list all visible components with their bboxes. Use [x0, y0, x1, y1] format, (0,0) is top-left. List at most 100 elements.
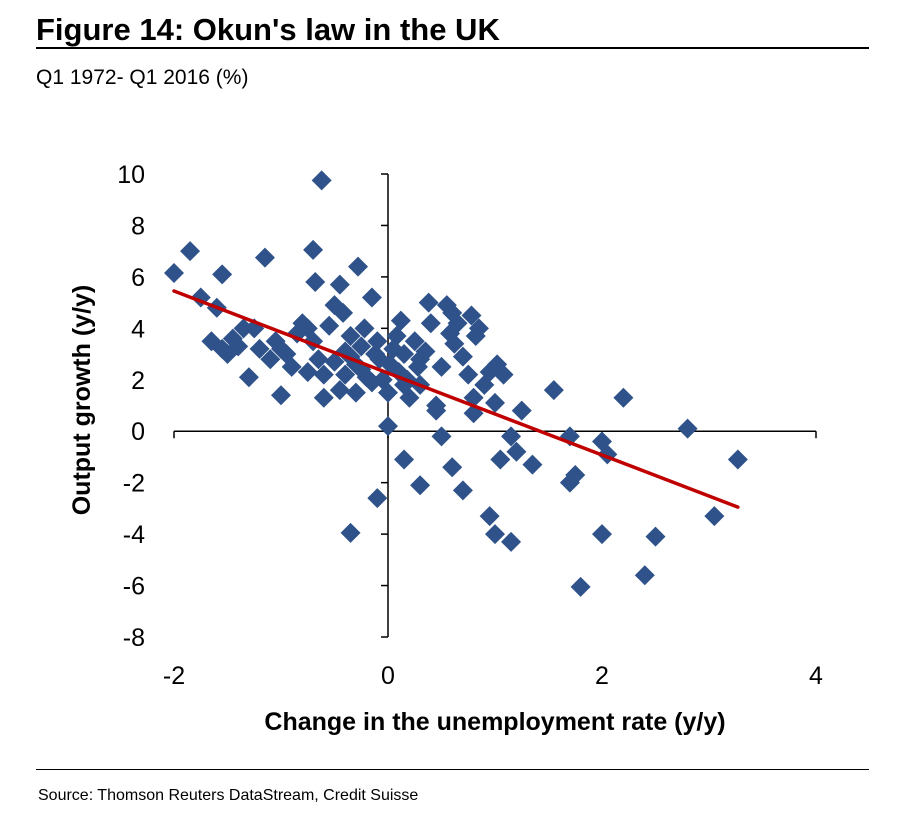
- data-point: [404, 331, 425, 352]
- data-point: [485, 524, 505, 545]
- data-point: [345, 382, 366, 403]
- data-point: [490, 449, 511, 470]
- trendline: [172, 289, 740, 509]
- data-point: [369, 349, 390, 370]
- data-point: [308, 349, 329, 370]
- data-point: [351, 336, 372, 357]
- data-point: [313, 387, 334, 408]
- y-tick-label: 8: [131, 212, 145, 240]
- y-tick-label: 6: [131, 264, 145, 292]
- y-axis-label: Output growth (y/y): [68, 285, 96, 516]
- y-tick-label: 4: [131, 315, 145, 343]
- data-point: [461, 305, 482, 326]
- data-point: [378, 416, 398, 437]
- data-point: [390, 310, 411, 331]
- data-point: [506, 441, 527, 462]
- data-point: [543, 380, 564, 401]
- data-point: [303, 239, 324, 260]
- data-point: [361, 372, 382, 393]
- data-point: [348, 256, 369, 277]
- data-point: [367, 488, 388, 509]
- data-point: [249, 338, 270, 359]
- data-point: [297, 362, 318, 383]
- data-point: [340, 326, 361, 347]
- source-note: Source: Thomson Reuters DataStream, Cred…: [38, 787, 419, 804]
- data-point: [386, 326, 407, 347]
- data-point: [410, 475, 431, 496]
- data-point: [493, 364, 514, 385]
- data-point: [410, 349, 431, 370]
- data-point: [522, 454, 543, 475]
- data-point: [233, 318, 254, 339]
- data-point: [634, 565, 655, 586]
- data-point: [431, 356, 452, 377]
- data-point: [420, 313, 441, 334]
- y-tick-label: 0: [131, 418, 145, 446]
- y-tick-label: -6: [123, 573, 145, 601]
- data-point: [479, 506, 500, 527]
- x-axis-label: Change in the unemployment rate (y/y): [264, 708, 725, 736]
- data-point: [501, 531, 522, 552]
- x-tick-label: 4: [809, 662, 823, 690]
- data-point: [444, 333, 465, 354]
- data-point: [394, 449, 415, 470]
- data-point: [378, 382, 398, 403]
- data-point: [329, 274, 350, 295]
- data-point: [361, 287, 382, 308]
- data-point: [394, 344, 415, 365]
- y-tick-label: -4: [123, 521, 145, 549]
- x-axis: -2 0 2 4: [163, 430, 823, 690]
- figure-title: Figure 14: Okun's law in the UK: [36, 12, 500, 47]
- x-tick-label: -2: [163, 662, 185, 690]
- data-point: [501, 426, 522, 447]
- data-point: [511, 400, 532, 421]
- data-point: [677, 418, 698, 439]
- x-tick-label: 0: [381, 662, 395, 690]
- trendline-group: [172, 289, 740, 509]
- data-point: [324, 351, 345, 372]
- data-point: [426, 400, 447, 421]
- figure-subtitle: Q1 1972- Q1 2016 (%): [36, 66, 249, 89]
- data-point: [228, 336, 249, 357]
- data-points: [164, 170, 748, 597]
- data-point: [271, 385, 291, 406]
- data-point: [485, 392, 505, 413]
- data-point: [570, 576, 591, 597]
- data-point: [164, 263, 184, 284]
- data-point: [704, 506, 725, 527]
- y-tick-label: 10: [117, 161, 145, 189]
- data-point: [340, 522, 361, 543]
- x-tick-label: 2: [595, 662, 609, 690]
- data-point: [592, 524, 612, 545]
- data-point: [319, 315, 340, 336]
- data-point: [468, 318, 489, 339]
- y-tick-label: -8: [123, 624, 145, 652]
- y-tick-label: -2: [123, 470, 145, 498]
- y-tick-label: 2: [131, 367, 145, 395]
- data-point: [367, 331, 388, 352]
- data-point: [452, 346, 473, 367]
- title-rule: [36, 47, 869, 49]
- data-point: [458, 364, 479, 385]
- data-point: [305, 272, 326, 293]
- data-point: [180, 241, 201, 262]
- data-point: [238, 367, 259, 388]
- data-point: [442, 457, 463, 478]
- y-axis: 10 8 6 4 2 0 -2 -4 -6 -8: [117, 161, 389, 652]
- data-point: [431, 426, 452, 447]
- data-point: [335, 364, 356, 385]
- data-point: [313, 364, 334, 385]
- data-point: [565, 464, 586, 485]
- data-point: [254, 247, 275, 268]
- data-point: [329, 380, 350, 401]
- data-point: [212, 264, 233, 285]
- data-point: [260, 349, 281, 370]
- data-point: [447, 313, 468, 334]
- data-point: [727, 449, 748, 470]
- data-point: [613, 387, 634, 408]
- data-point: [311, 170, 332, 191]
- data-point: [418, 292, 439, 313]
- data-point: [281, 356, 302, 377]
- data-point: [452, 480, 473, 501]
